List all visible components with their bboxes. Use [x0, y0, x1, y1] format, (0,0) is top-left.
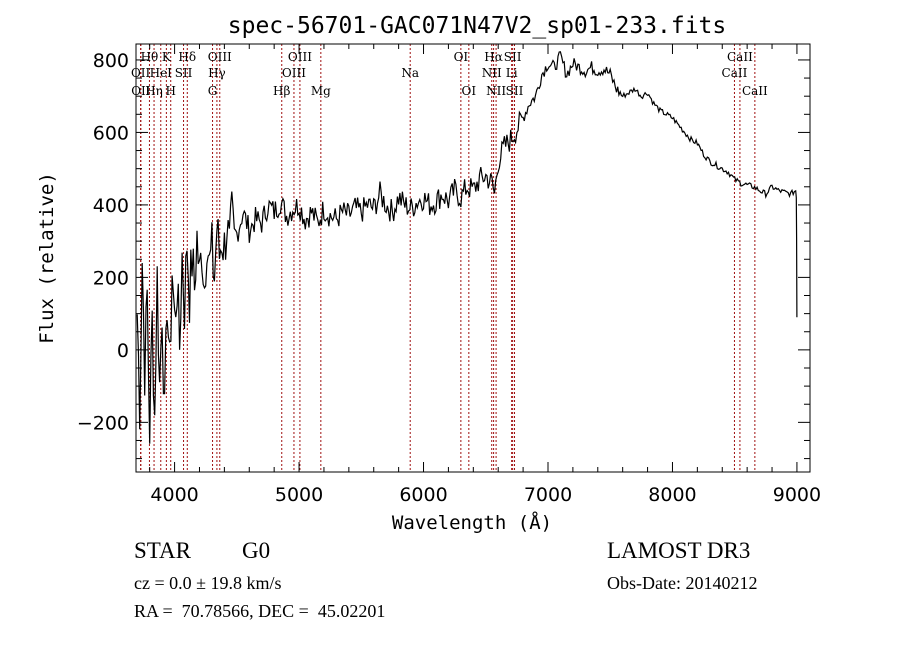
x-tick-label: 7000: [524, 484, 572, 506]
y-tick-label: −200: [77, 412, 129, 434]
marker-label: OIII: [282, 66, 306, 80]
marker-label: CaII: [742, 84, 768, 98]
y-axis-ticks: −200 0 200 400 600 800: [77, 50, 810, 460]
y-tick-label: 0: [117, 340, 129, 362]
object-class: STAR: [134, 538, 191, 563]
marker-label: Li: [506, 66, 518, 80]
marker-label: Mg: [311, 84, 331, 98]
marker-label: SII: [504, 50, 522, 64]
x-tick-label: 5000: [275, 484, 323, 506]
x-tick-label: 4000: [150, 484, 198, 506]
object-subclass: G0: [242, 538, 271, 563]
chart-title: spec-56701-GAC071N47V2_sp01-233.fits: [228, 13, 727, 39]
marker-label: HeI: [150, 66, 173, 80]
marker-label: Hα: [484, 50, 503, 64]
plot-frame: [135, 43, 811, 473]
x-tick-label: 8000: [648, 484, 696, 506]
series-group: [136, 51, 798, 444]
marker-label: CaII: [727, 50, 753, 64]
marker-label: OIII: [208, 50, 232, 64]
marker-label: Hγ: [208, 66, 226, 80]
redshift-text: cz = 0.0 ± 19.8 km/s: [134, 573, 282, 593]
y-tick-label: 400: [93, 195, 129, 217]
x-tick-label: 9000: [773, 484, 821, 506]
y-axis-label: Flux (relative): [36, 172, 58, 344]
x-tick-label: 6000: [399, 484, 447, 506]
y-tick-label: 800: [93, 50, 129, 72]
marker-label: OI: [462, 84, 477, 98]
marker-label: G: [208, 84, 218, 98]
marker-label: SII: [175, 66, 193, 80]
marker-label: H: [165, 84, 175, 98]
marker-label: OIII: [288, 50, 312, 64]
marker-label: SII: [506, 84, 524, 98]
marker-label: Hβ: [273, 84, 290, 98]
x-axis-label: Wavelength (Å): [392, 511, 552, 534]
y-tick-label: 200: [93, 267, 129, 289]
marker-label: OI: [454, 50, 469, 64]
coordinates-text: RA = 70.78566, DEC = 45.02201: [134, 601, 386, 621]
marker-label: Na: [401, 66, 419, 80]
marker-label: Hη: [145, 84, 163, 98]
marker-label: NII: [482, 66, 502, 80]
x-axis-ticks: 4000 5000 6000 7000 8000 9000: [149, 44, 821, 506]
marker-label: NII: [486, 84, 506, 98]
line-markers: [140, 44, 756, 472]
observation-date: Obs-Date: 20140212: [607, 573, 758, 593]
series-line-flux: [136, 51, 798, 444]
survey-name: LAMOST DR3: [607, 538, 751, 563]
marker-label: CaII: [722, 66, 748, 80]
marker-label: Hθ: [141, 50, 159, 64]
marker-label: Hδ: [178, 50, 196, 64]
y-tick-label: 600: [93, 122, 129, 144]
marker-label: K: [162, 50, 172, 64]
